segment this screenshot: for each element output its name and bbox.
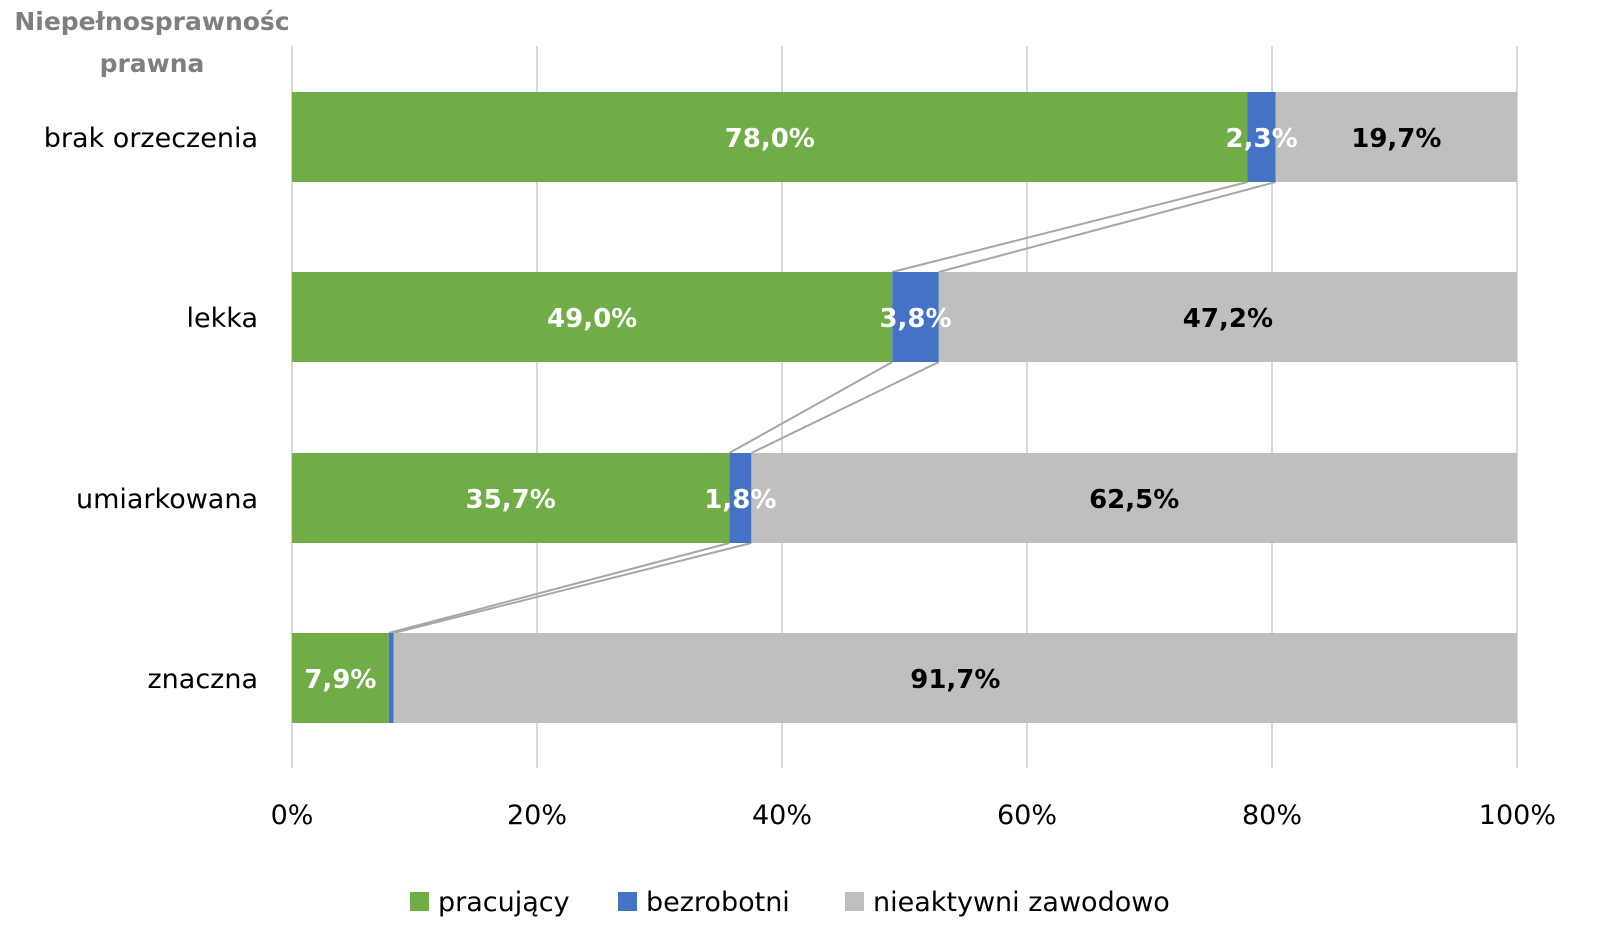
bar-segment: [938, 272, 1517, 362]
bar-segment: [751, 453, 1517, 543]
category-label: znaczna: [147, 664, 258, 695]
data-label: 78,0%: [725, 124, 815, 154]
legend-label: pracujący: [438, 887, 570, 918]
data-label: 35,7%: [466, 485, 556, 515]
x-tick-label: 60%: [997, 800, 1057, 831]
bar-segment: [388, 633, 394, 723]
legend-label: bezrobotni: [646, 887, 790, 918]
legend-swatch: [845, 892, 864, 911]
x-tick-label: 40%: [752, 800, 812, 831]
bar-segment: [1247, 92, 1276, 182]
series-line: [388, 542, 730, 634]
bar-segment: [1275, 92, 1517, 182]
category-label: brak orzeczenia: [44, 123, 258, 154]
bar-segment: [892, 272, 939, 362]
bar-segment: [292, 272, 893, 362]
data-label: 19,7%: [1351, 124, 1441, 154]
series-line: [750, 361, 940, 454]
series-line: [393, 542, 752, 634]
series-lines: [388, 181, 1276, 634]
x-tick-label: 20%: [507, 800, 567, 831]
bar-segment: [393, 633, 1517, 723]
category-axis-title-line-1: Niepełnosprawnośc: [14, 7, 289, 36]
data-label: 3,8%: [879, 304, 951, 334]
category-labels: brak orzeczenia lekka umiarkowana znaczna: [44, 123, 258, 695]
bar-segment: [292, 453, 730, 543]
data-label: 62,5%: [1089, 485, 1179, 515]
data-label: 47,2%: [1183, 304, 1273, 334]
bar-segment: [292, 92, 1248, 182]
data-label: 7,9%: [304, 665, 376, 695]
x-tick-label: 80%: [1242, 800, 1302, 831]
data-label: 1,8%: [704, 485, 776, 515]
legend-swatch: [410, 892, 429, 911]
legend-swatch: [618, 892, 637, 911]
series-line: [892, 181, 1248, 273]
bar-segment: [729, 453, 752, 543]
bar-segment: [292, 633, 389, 723]
data-label: 91,7%: [910, 665, 1000, 695]
legend-label: nieaktywni zawodowo: [873, 887, 1170, 918]
series-line: [728, 361, 893, 454]
data-label: 49,0%: [547, 304, 637, 334]
category-label: umiarkowana: [76, 484, 258, 515]
bars: [292, 92, 1517, 723]
legend: pracujący bezrobotni nieaktywni zawodowo: [410, 887, 1170, 918]
x-tick-labels: 0% 20% 40% 60% 80% 100%: [271, 800, 1556, 831]
series-line: [938, 181, 1276, 273]
data-labels: 78,0% 2,3% 19,7% 49,0% 3,8% 47,2% 35,7% 1,8% 62,…: [304, 124, 1441, 695]
x-tick-label: 100%: [1479, 800, 1556, 831]
x-tick-label: 0%: [271, 800, 314, 831]
category-label: lekka: [187, 303, 258, 334]
data-label: 2,3%: [1226, 124, 1298, 154]
category-axis-title-line-2: prawna: [100, 49, 205, 78]
